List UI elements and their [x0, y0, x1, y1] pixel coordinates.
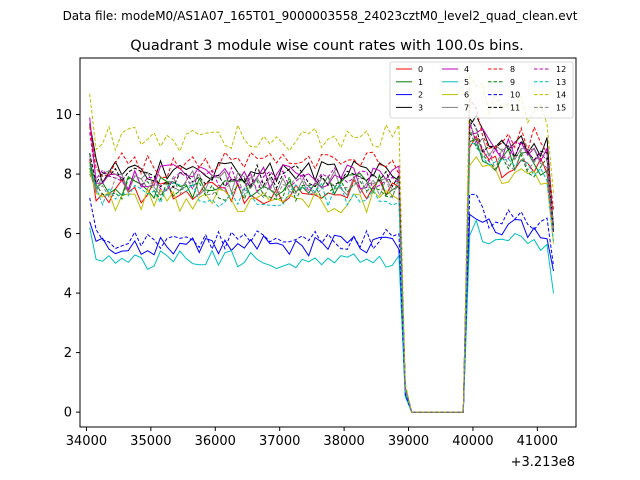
- legend-label-9: 9: [510, 78, 515, 87]
- data-file-label: Data file: modeM0/AS1A07_165T01_90000035…: [63, 9, 578, 23]
- y-tick-label: 4: [64, 287, 72, 302]
- series-line-4: [89, 117, 554, 413]
- x-tick-label: 37000: [259, 434, 300, 449]
- series-line-10: [89, 193, 554, 413]
- y-tick-label: 0: [64, 406, 72, 421]
- series-layer: [89, 72, 554, 413]
- legend-label-5: 5: [464, 78, 469, 87]
- legend-label-11: 11: [510, 103, 520, 112]
- x-tick-label: 35000: [130, 434, 171, 449]
- legend-frame: [389, 61, 574, 119]
- y-axis: 0 2 4 6 8 10: [55, 108, 80, 421]
- series-line-15: [89, 127, 554, 413]
- legend-label-0: 0: [418, 65, 423, 74]
- legend-label-6: 6: [464, 91, 469, 100]
- series-line-3: [89, 114, 554, 413]
- legend-label-3: 3: [418, 103, 423, 112]
- series-line-1: [89, 138, 554, 413]
- plot-area: [79, 57, 577, 428]
- chart-title: Quadrant 3 module wise count rates with …: [130, 38, 524, 54]
- legend-label-10: 10: [510, 91, 520, 100]
- y-tick-label: 10: [55, 108, 72, 123]
- x-tick-label: 40000: [452, 434, 493, 449]
- series-line-5: [89, 218, 554, 413]
- legend-label-13: 13: [556, 78, 566, 87]
- x-tick-label: 38000: [323, 434, 364, 449]
- x-tick-label: 34000: [66, 434, 107, 449]
- y-tick-label: 6: [64, 227, 72, 242]
- legend-label-7: 7: [464, 103, 469, 112]
- legend-label-12: 12: [556, 65, 566, 74]
- x-axis: 34000 35000 36000 37000 38000 39000 40000 41000: [66, 427, 558, 449]
- series-line-11: [89, 116, 554, 413]
- series-line-12: [89, 123, 554, 413]
- axes-frame: [79, 57, 577, 428]
- x-tick-label: 39000: [388, 434, 429, 449]
- legend-label-8: 8: [510, 65, 515, 74]
- legend-label-14: 14: [556, 91, 566, 100]
- series-line-2: [89, 213, 554, 413]
- x-tick-label: 41000: [517, 434, 558, 449]
- series-line-13: [89, 142, 554, 413]
- y-tick-label: 8: [64, 168, 72, 183]
- y-tick-label: 2: [64, 346, 72, 361]
- x-offset-label: +3.213e8: [511, 455, 575, 470]
- series-line-14: [89, 72, 554, 413]
- series-line-6: [89, 155, 554, 413]
- series-line-9: [89, 130, 554, 413]
- legend-label-1: 1: [418, 78, 423, 87]
- legend-label-2: 2: [418, 91, 423, 100]
- legend-label-4: 4: [464, 65, 469, 74]
- legend-label-15: 15: [556, 103, 566, 112]
- x-tick-label: 36000: [195, 434, 236, 449]
